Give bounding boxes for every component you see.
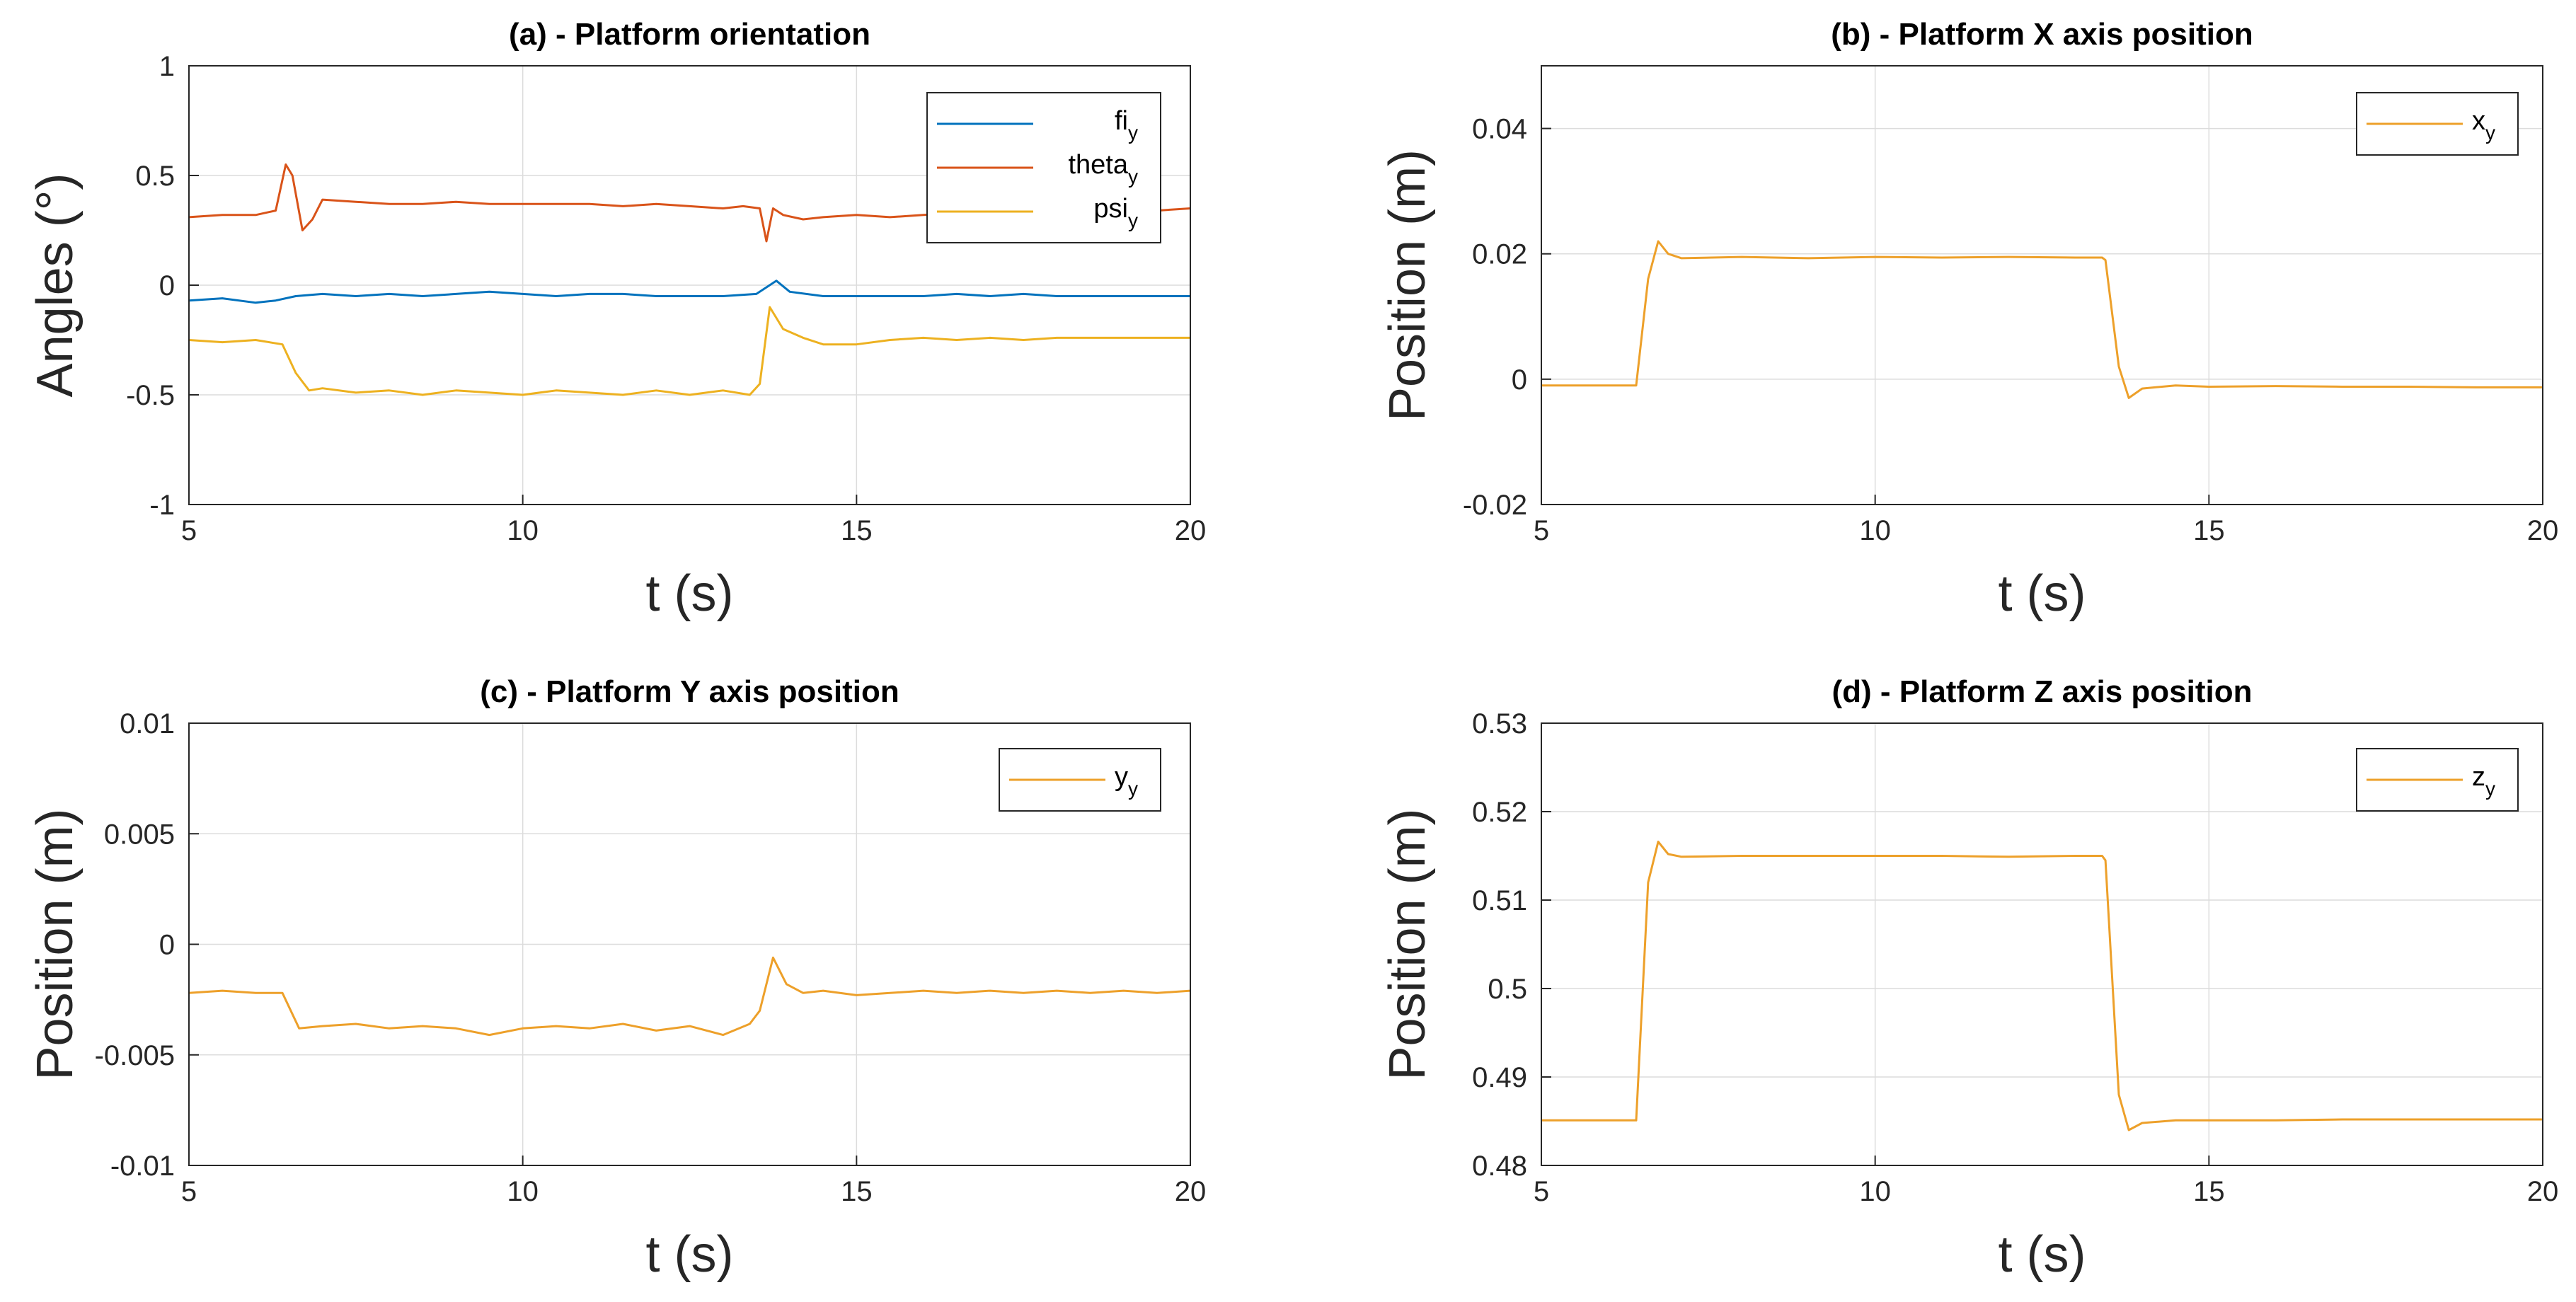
panel-b-legend-sub-x: y xyxy=(2485,122,2495,144)
panel-c-xtick-label: 20 xyxy=(1175,1176,1207,1207)
panel-d-axes-box xyxy=(1541,722,2543,1166)
panel-b-title: (b) - Platform X axis position xyxy=(1831,17,2253,52)
panel-c-ytick-label: -0.01 xyxy=(110,1151,175,1182)
panel-c-ylabel: Position (m) xyxy=(27,808,84,1080)
panel-c-xtick-label: 5 xyxy=(181,1176,197,1207)
panel-a-xtick-label: 15 xyxy=(841,515,873,546)
panel-d-xtick-label: 15 xyxy=(2193,1176,2225,1207)
panel-b-series-x xyxy=(1541,240,2543,399)
panel-c-series-y xyxy=(188,956,1191,1037)
panel-c-title: (c) - Platform Y axis position xyxy=(480,674,899,709)
panel-b-ylabel: Position (m) xyxy=(1379,149,1436,421)
panel-c: 5 10 15 20 -0.01 -0.005 0 0.005 0.01 (c) - Platf… xyxy=(27,674,1206,1283)
panel-d-ylabel: Position (m) xyxy=(1379,808,1436,1080)
panel-d: 5 10 15 20 0.48 0.49 0.5 0.51 0.52 0.53 (d) - Pla… xyxy=(1379,674,2558,1283)
panel-a-title: (a) - Platform orientation xyxy=(509,17,870,52)
panel-c-xlabel: t (s) xyxy=(646,1226,734,1283)
panel-a-legend-entry-psi: psiy xyxy=(937,194,1138,231)
panel-a-legend-name-theta: theta xyxy=(1068,150,1128,180)
panel-b-ytick-label: 0.04 xyxy=(1472,114,1527,145)
panel-a-series-psi xyxy=(188,306,1190,396)
panel-a-legend-sub-fi: y xyxy=(1128,122,1138,144)
panel-d-grid xyxy=(1541,723,2543,1165)
panel-c-ticks: 5 10 15 20 -0.01 -0.005 0 0.005 0.01 xyxy=(95,708,1207,1207)
panel-d-ytick-label: 0.51 xyxy=(1472,885,1527,916)
panel-b-legend-label-x: xy xyxy=(2472,106,2495,144)
panel-a-ytick-label: 0.5 xyxy=(135,161,175,192)
panel-a-legend: fiy thetay psiy xyxy=(926,92,1161,243)
panel-d-legend-name-z: z xyxy=(2472,762,2485,792)
panel-d-title: (d) - Platform Z axis position xyxy=(1832,674,2252,709)
panel-b-ticks: 5 10 15 20 -0.02 0 0.02 0.04 xyxy=(1463,114,2558,546)
panel-a-ytick-label: -1 xyxy=(149,490,175,521)
panel-a-xtick-label: 5 xyxy=(181,515,197,546)
panel-b-xtick-label: 5 xyxy=(1534,515,1549,546)
panel-c-series xyxy=(188,956,1191,1037)
panel-a-ticks: 5 10 15 20 -1 -0.5 0 0.5 1 xyxy=(126,51,1206,546)
panel-c-legend: yy xyxy=(999,748,1161,812)
panel-a-legend-name-psi: psi xyxy=(1093,194,1128,224)
panel-b: 5 10 15 20 -0.02 0 0.02 0.04 (b) - Platform X a… xyxy=(1379,17,2558,622)
panel-a-legend-name-fi: fi xyxy=(1115,106,1128,136)
panel-a-legend-label-psi: psiy xyxy=(1093,194,1138,231)
panel-a-legend-sub-psi: y xyxy=(1128,209,1138,231)
panel-a-ytick-label: 0 xyxy=(159,270,175,301)
panel-a-legend-sub-theta: y xyxy=(1128,166,1138,188)
panel-a-legend-label-theta: thetay xyxy=(1068,150,1138,188)
panel-b-legend: xy xyxy=(2356,92,2519,156)
panel-b-legend-name-x: x xyxy=(2472,106,2485,136)
panel-d-ticks: 5 10 15 20 0.48 0.49 0.5 0.51 0.52 0.53 xyxy=(1472,708,2558,1207)
panel-b-xtick-label: 10 xyxy=(1859,515,1891,546)
panel-a-legend-entry-fi: fiy xyxy=(937,106,1138,144)
panel-a-ytick-label: 1 xyxy=(159,51,175,82)
panel-b-series xyxy=(1541,240,2543,399)
panel-c-ytick-label: 0 xyxy=(159,930,175,961)
panel-a: 5 10 15 20 -1 -0.5 0 0.5 1 (a) - Platform orient… xyxy=(27,17,1206,622)
panel-c-xtick-label: 15 xyxy=(841,1176,873,1207)
panel-d-xtick-label: 10 xyxy=(1859,1176,1891,1207)
panel-d-xtick-label: 20 xyxy=(2527,1176,2559,1207)
panel-d-legend-label-z: zy xyxy=(2472,762,2495,800)
panel-c-xtick-label: 10 xyxy=(507,1176,539,1207)
panel-a-legend-entry-theta: thetay xyxy=(937,150,1138,188)
panel-a-series-fi xyxy=(188,280,1190,304)
panel-d-xtick-label: 5 xyxy=(1534,1176,1549,1207)
panel-c-ytick-label: 0.005 xyxy=(104,819,175,850)
panel-d-legend: zy xyxy=(2356,748,2519,812)
panel-a-ylabel: Angles (°) xyxy=(27,173,84,398)
panel-c-legend-name-y: y xyxy=(1115,762,1128,792)
panel-b-xtick-label: 20 xyxy=(2527,515,2559,546)
panel-d-series-z xyxy=(1541,841,2543,1131)
panel-d-series xyxy=(1541,841,2543,1131)
panel-d-xlabel: t (s) xyxy=(1999,1226,2086,1283)
panel-c-grid xyxy=(189,723,1190,1165)
panel-a-ytick-label: -0.5 xyxy=(126,380,175,411)
panel-d-ytick-label: 0.5 xyxy=(1488,974,1527,1005)
panel-d-ytick-label: 0.53 xyxy=(1472,708,1527,739)
panel-b-ytick-label: 0.02 xyxy=(1472,239,1527,270)
panel-c-ytick-label: 0.01 xyxy=(120,708,175,739)
panel-d-legend-sub-z: y xyxy=(2485,778,2495,800)
panel-c-legend-entry-y: yy xyxy=(1009,762,1138,800)
panel-a-xtick-label: 10 xyxy=(507,515,539,546)
panel-b-axes-box xyxy=(1541,65,2543,505)
panel-a-xlabel: t (s) xyxy=(646,565,734,622)
panel-c-legend-label-y: yy xyxy=(1115,762,1138,800)
panel-b-xlabel: t (s) xyxy=(1999,565,2086,622)
panel-d-ytick-label: 0.48 xyxy=(1472,1151,1527,1182)
panel-d-legend-entry-z: zy xyxy=(2367,762,2495,800)
panel-d-ytick-label: 0.49 xyxy=(1472,1062,1527,1093)
panel-c-ytick-label: -0.005 xyxy=(95,1040,175,1071)
panel-a-xtick-label: 20 xyxy=(1175,515,1207,546)
panel-b-legend-entry-x: xy xyxy=(2367,106,2495,144)
panel-a-legend-label-fi: fiy xyxy=(1115,106,1138,144)
panel-c-legend-sub-y: y xyxy=(1128,778,1138,800)
panel-b-ytick-label: -0.02 xyxy=(1463,490,1527,521)
panel-b-ytick-label: 0 xyxy=(1512,364,1527,396)
panel-b-xtick-label: 15 xyxy=(2193,515,2225,546)
panel-d-ytick-label: 0.52 xyxy=(1472,797,1527,828)
